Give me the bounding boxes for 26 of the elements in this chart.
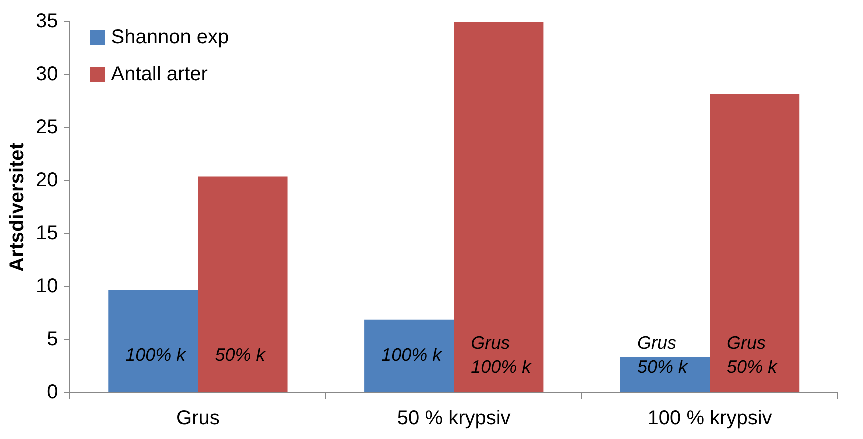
- legend-label: Shannon exp: [111, 26, 230, 49]
- bar: [710, 94, 800, 392]
- annotation: 100% k: [382, 344, 443, 365]
- y-tick-label: 25: [36, 116, 58, 139]
- annotation: 100% k: [126, 344, 187, 365]
- bar: [620, 356, 710, 392]
- y-tick-label: 35: [36, 10, 58, 33]
- y-axis-title: Artsdiversitet: [6, 142, 29, 272]
- annotation: 50% k: [215, 344, 266, 365]
- y-tick-label: 20: [36, 170, 58, 192]
- x-tick-label: Grus: [176, 408, 220, 430]
- y-tick-label: 30: [36, 64, 58, 86]
- bar: [108, 290, 198, 392]
- x-tick-label: 50 % krypsiv: [397, 408, 511, 430]
- y-tick-label: 5: [47, 328, 58, 351]
- y-tick-label: 0: [47, 382, 58, 404]
- annotation: Grus 50% k: [727, 332, 778, 377]
- annotation: Grus 50% k: [637, 332, 688, 377]
- bar: [454, 22, 544, 392]
- legend-label: Antall arter: [111, 64, 208, 86]
- bar: [198, 176, 288, 392]
- y-tick-label: 15: [36, 222, 58, 245]
- bar: [364, 320, 454, 392]
- x-tick-label: 100 % krypsiv: [648, 408, 772, 430]
- annotation: Grus 100% k: [471, 332, 532, 377]
- y-tick-label: 10: [36, 276, 58, 298]
